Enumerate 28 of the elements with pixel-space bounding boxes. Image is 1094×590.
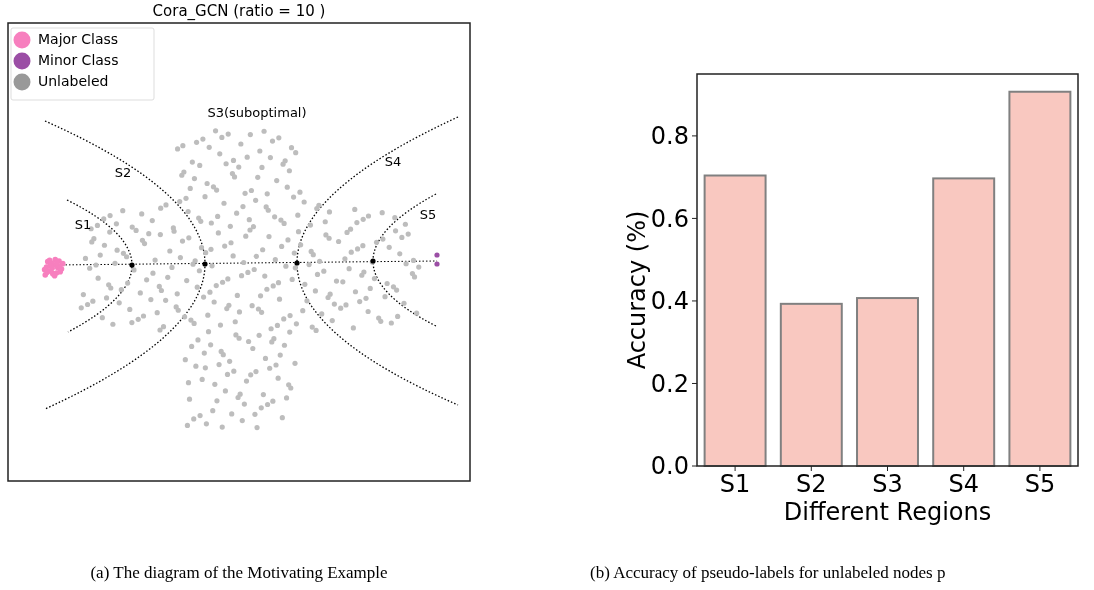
x-tick-label: S1 [719, 470, 751, 498]
text: Major Class [38, 31, 119, 47]
x-tick-label: S3 [872, 470, 903, 498]
bar [703, 174, 767, 467]
bar [779, 302, 843, 467]
text: (b) Accuracy of pseudo-labels for unlabeled nodes p [590, 563, 946, 582]
text: Minor Class [38, 52, 119, 68]
y-tick-label: 0.8 [650, 122, 689, 151]
text: Cora_GCN (ratio = 10 ) [152, 2, 326, 21]
text: S3(suboptimal) [207, 105, 307, 120]
text: S1 [74, 217, 92, 232]
y-tick-label: 0.2 [650, 369, 689, 398]
x-axis-title: Different Regions [783, 498, 992, 526]
x-tick-label: S2 [796, 470, 827, 498]
text: S4 [384, 154, 402, 169]
text: Unlabeled [38, 73, 109, 89]
bar [856, 297, 919, 467]
text: S5 [419, 207, 437, 222]
bar [932, 177, 996, 467]
y-tick-label: 0.4 [650, 287, 689, 316]
text: (a) The diagram of the Motivating Example [90, 563, 388, 582]
text: S2 [114, 165, 132, 180]
x-tick-label: S5 [1024, 470, 1056, 498]
y-tick-label: 0.0 [650, 452, 689, 481]
y-axis-title: Accuracy (%) [623, 210, 651, 370]
x-tick-label: S4 [948, 470, 979, 498]
bar [1008, 90, 1072, 467]
y-tick-label: 0.6 [650, 204, 689, 233]
